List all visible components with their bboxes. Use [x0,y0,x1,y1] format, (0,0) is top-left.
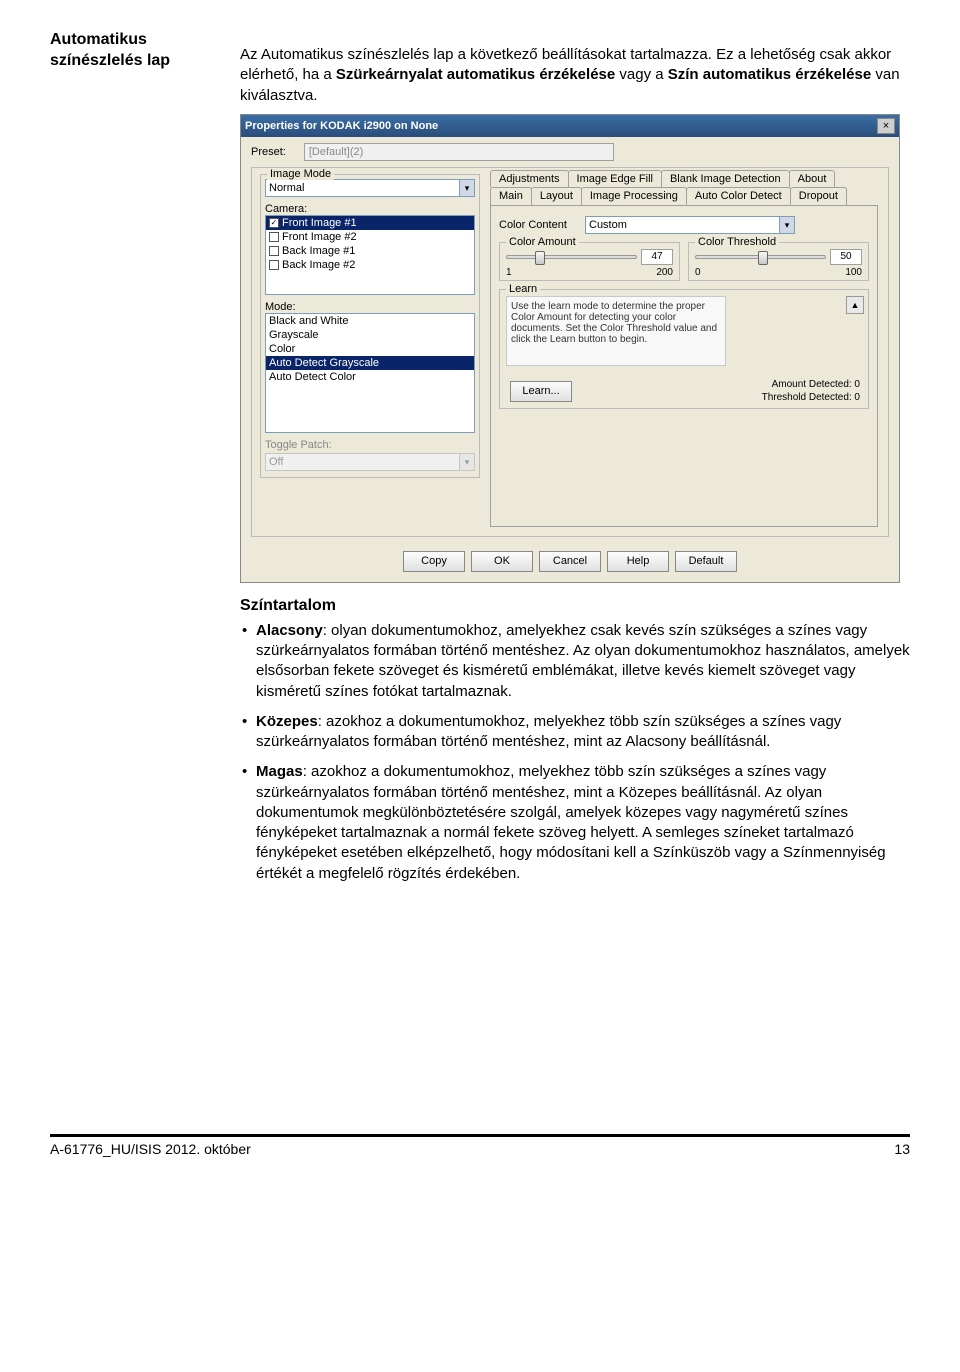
footer-right: 13 [894,1141,910,1157]
mode-listbox[interactable]: Black and White Grayscale Color Auto Det… [265,313,475,433]
subsection-title: Színtartalom [240,597,910,615]
camera-item-0[interactable]: Front Image #1 [282,217,357,229]
camera-item-2[interactable]: Back Image #1 [282,245,355,257]
section-heading: Automatikus színészlelés lap [50,30,240,894]
properties-dialog: Properties for KODAK i2900 on None × Pre… [240,114,900,583]
li2-bold: Közepes [256,713,318,730]
li2-text: : azokhoz a dokumentumokhoz, melyekhez t… [256,713,841,750]
chevron-down-icon: ▾ [459,180,474,196]
close-icon[interactable]: × [877,118,895,134]
image-mode-dropdown[interactable]: Normal ▾ [265,179,475,197]
help-button[interactable]: Help [607,551,669,572]
li3-text: : azokhoz a dokumentumokhoz, melyekhez t… [256,763,886,881]
default-button[interactable]: Default [675,551,737,572]
ok-button[interactable]: OK [471,551,533,572]
page-footer: A-61776_HU/ISIS 2012. október 13 [50,1134,910,1157]
preset-field: [Default](2) [304,143,614,161]
list-item-low: Alacsony: olyan dokumentumokhoz, amelyek… [240,621,910,702]
camera-listbox[interactable]: Front Image #1 Front Image #2 Back Image… [265,215,475,295]
intro-bold-2: Szín automatikus érzékelése [668,66,871,83]
mode-item-0[interactable]: Black and White [266,314,474,328]
image-mode-value: Normal [266,182,307,194]
camera-item-3[interactable]: Back Image #2 [282,259,355,271]
copy-button[interactable]: Copy [403,551,465,572]
list-item-medium: Közepes: azokhoz a dokumentumokhoz, mely… [240,712,910,753]
mode-item-1[interactable]: Grayscale [266,328,474,342]
image-mode-group: Image Mode Normal ▾ Camera: Front Image … [260,174,480,478]
li1-text: : olyan dokumentumokhoz, amelyekhez csak… [256,622,910,700]
chevron-down-icon: ▾ [459,454,474,470]
intro-paragraph: Az Automatikus színészlelés lap a követk… [240,45,910,106]
dialog-button-row: Copy OK Cancel Help Default [241,545,899,582]
toggle-patch-dropdown: Off ▾ [265,453,475,471]
preset-label: Preset: [251,146,286,158]
dialog-titlebar: Properties for KODAK i2900 on None × [241,115,899,137]
tab-auto-color-detect[interactable]: Auto Color Detect [686,187,791,205]
intro-bold-1: Szürkeárnyalat automatikus érzékelése [336,66,615,83]
toggle-patch-label: Toggle Patch: [265,439,475,451]
cancel-button[interactable]: Cancel [539,551,601,572]
mode-item-4[interactable]: Auto Detect Color [266,370,474,384]
main-panel: Adjustments Image Edge Fill Blank Image … [251,167,889,537]
footer-left: A-61776_HU/ISIS 2012. október [50,1141,251,1157]
li3-bold: Magas [256,763,303,780]
dialog-title: Properties for KODAK i2900 on None [245,120,877,132]
mode-item-2[interactable]: Color [266,342,474,356]
image-mode-title: Image Mode [267,168,334,180]
li1-bold: Alacsony [256,622,323,639]
camera-item-1[interactable]: Front Image #2 [282,231,357,243]
mode-item-3[interactable]: Auto Detect Grayscale [266,356,474,370]
toggle-patch-value: Off [266,456,286,468]
camera-label: Camera: [265,203,475,215]
intro-text-mid: vagy a [615,66,668,83]
mode-label: Mode: [265,301,475,313]
list-item-high: Magas: azokhoz a dokumentumokhoz, melyek… [240,762,910,884]
